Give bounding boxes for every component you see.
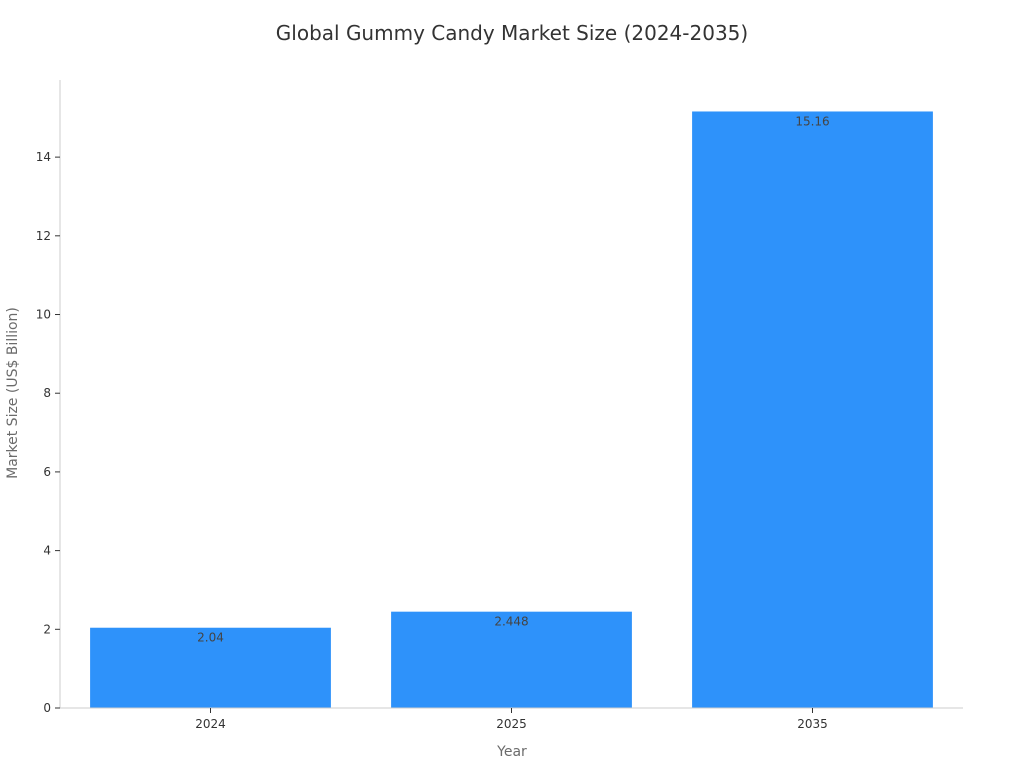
- data-labels-group: 2.04 2.448 15.16: [197, 114, 830, 644]
- bar-2025: [391, 611, 632, 708]
- y-tick-label-8: 8: [43, 386, 51, 400]
- y-tick-label-12: 12: [36, 229, 51, 243]
- y-tick-label-0: 0: [43, 701, 51, 715]
- bar-2035: [692, 111, 933, 708]
- bars-group: [90, 111, 933, 708]
- y-tick-label-2: 2: [43, 622, 51, 636]
- y-tick-label-14: 14: [36, 150, 51, 164]
- y-tick-label-4: 4: [43, 544, 51, 558]
- data-label-2025: 2.448: [494, 615, 528, 629]
- y-tick-label-6: 6: [43, 465, 51, 479]
- x-axis-label: Year: [496, 744, 527, 760]
- chart-title: Global Gummy Candy Market Size (2024-203…: [276, 21, 748, 45]
- y-tick-label-10: 10: [36, 308, 51, 322]
- y-axis-label: Market Size (US$ Billion): [5, 307, 21, 479]
- x-tick-label-2035: 2035: [797, 717, 828, 731]
- x-tick-label-2025: 2025: [496, 717, 527, 731]
- x-ticks-group: 2024 2025 2035: [195, 708, 828, 731]
- bar-2024: [90, 627, 331, 708]
- x-tick-label-2024: 2024: [195, 717, 226, 731]
- data-label-2035: 15.16: [795, 114, 829, 128]
- data-label-2024: 2.04: [197, 631, 224, 645]
- y-ticks-group: 0 2 4 6 8 10 12 14: [36, 150, 60, 715]
